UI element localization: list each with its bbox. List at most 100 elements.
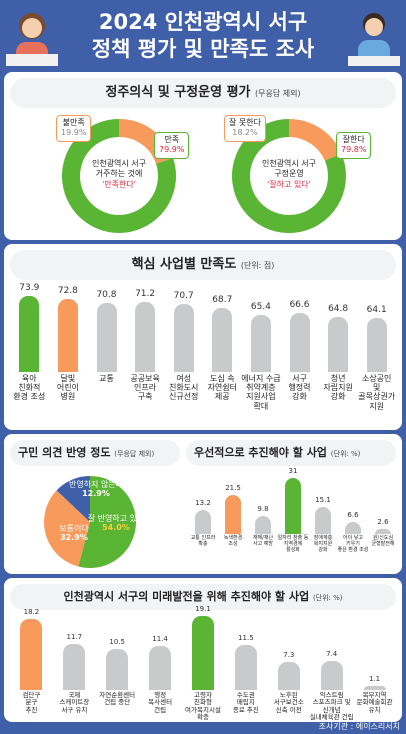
future-projects-bar	[192, 615, 214, 690]
donut2-center-line1: 인천광역시 서구	[261, 159, 317, 168]
priority-projects-value-label: 21.5	[225, 484, 241, 493]
priority-projects-bar	[225, 495, 241, 534]
source-credit: 조사기관 : 에이스리서치	[318, 722, 400, 731]
section-future-panel: 인천광역시 서구의 미래발전을 위해 추진해야 할 사업 (단위: %) 18.…	[4, 578, 402, 722]
core-projects-category-label: 여성 친화도시 신규선정	[168, 374, 199, 402]
donut2-poor-value: 18.2%	[232, 128, 258, 138]
core-projects-value-label: 65.4	[250, 302, 271, 313]
future-projects-value-label: 18.2	[23, 608, 40, 617]
donut1-callout-satisfied: 만족 79.9%	[154, 132, 190, 159]
section-opinion-header: 구민 의견 반영 정도 (무응답 제외)	[10, 440, 180, 466]
opinion-pie-label: 반영하지 않는다 12.9%	[66, 480, 126, 498]
donut2-center-line2: 구정운영	[274, 169, 304, 179]
opinion-slice-neutral	[44, 490, 90, 567]
priority-projects-category-label: 장애계층 복지지원 강화	[313, 535, 333, 553]
donut1-center-line3: '만족한다'	[102, 179, 136, 189]
opinion-pie-label: 보통이다 32.9%	[44, 524, 104, 542]
core-projects-bar	[250, 315, 271, 372]
donut1-center-line2: 거주하는 것에	[95, 169, 143, 179]
future-projects-bar	[20, 619, 43, 690]
donut1-callout-dissatisfied: 불만족 19.9%	[56, 115, 92, 142]
future-projects-value-label: 11.5	[238, 634, 254, 643]
future-projects-bar	[149, 645, 172, 690]
priority-projects-value-label: 13.2	[195, 499, 211, 508]
core-projects-value-label: 68.7	[212, 295, 233, 306]
section-residence-header: 정주의식 및 구정운영 평가 (무응답 제외)	[10, 78, 396, 108]
future-projects-bar	[363, 685, 386, 690]
section-core-projects-title: 핵심 사업별 만족도	[131, 257, 237, 272]
future-projects-bar	[277, 661, 300, 690]
donut2-slice-poor	[288, 119, 342, 162]
core-projects-category-label: 소상공인 및 골목상권가 지원	[358, 374, 396, 411]
core-projects-bar	[366, 318, 387, 372]
section-priority-note: (단위: %)	[330, 450, 361, 458]
donut1-center-line1: 인천광역시 서구	[91, 159, 147, 168]
section-core-projects-panel: 핵심 사업별 만족도 (단위: 점) 73.9 육아 친화적 환경 조성 72.8 달…	[4, 244, 402, 430]
priority-projects-value-label: 6.6	[347, 511, 359, 520]
core-projects-category-label: 공공보육 인프라 구축	[130, 374, 160, 402]
priority-projects-value-label: 31	[288, 466, 298, 475]
donut1-satisfied-label: 만족	[164, 135, 180, 144]
core-projects-category-label: 교통	[99, 374, 114, 383]
future-projects-category-label: 복부지역 문화예술회관 유치	[356, 691, 393, 714]
core-projects-value-label: 66.6	[289, 299, 310, 310]
section-priority-title: 우선적으로 추진해야 할 사업	[194, 446, 327, 459]
opinion-pie-label-value: 54.0%	[102, 523, 130, 533]
core-projects-bar	[212, 308, 233, 372]
donut2-center-line3: '잘하고 있다'	[267, 179, 311, 189]
priority-projects-value-label: 15.1	[315, 495, 331, 504]
priority-projects-bar	[315, 506, 331, 534]
future-projects-value-label: 11.4	[152, 634, 168, 643]
section-opinion-title: 구민 의견 반영 정도	[18, 446, 111, 459]
page-title-line1: 2024 인천광역시 서구	[98, 10, 308, 34]
core-projects-category-label: 육아 친화적 환경 조성	[13, 374, 46, 402]
section-opinion-priority-panel: 구민 의견 반영 정도 (무응답 제외) 잘 반영하고 있다 54.0% 보통이다 3…	[4, 434, 402, 574]
core-projects-bar	[135, 302, 156, 372]
section-opinion-note: (무응답 제외)	[114, 450, 155, 458]
priority-projects-value-label: 9.8	[257, 505, 269, 514]
future-projects-category-label: 국제 스케이트장 서구 유치	[59, 691, 90, 714]
header: 2024 인천광역시 서구 정책 평가 및 만족도 조사	[0, 0, 406, 72]
page-title-line2: 정책 평가 및 만족도 조사	[91, 37, 315, 61]
priority-projects-value-label: 2.6	[377, 518, 389, 527]
donut2-callout-good: 잘한다 79.8%	[336, 132, 372, 159]
opinion-pie-label-value: 32.9%	[60, 533, 88, 543]
donut1-dissatisfied-label: 불만족	[62, 118, 85, 127]
core-projects-bar	[173, 303, 194, 372]
future-projects-category-label: 노후된 서구보건소 신축 이전	[273, 691, 304, 714]
future-projects-category-label: 익스트림 스포츠파크 및 신개념 실내체육관 건립	[309, 691, 354, 722]
donut2-callout-poor: 잘 못한다 18.2%	[224, 115, 266, 142]
future-projects-value-label: 11.7	[66, 633, 83, 642]
opinion-slice-reflects	[78, 476, 136, 568]
donut1-dissatisfied-value: 19.9%	[61, 128, 87, 138]
core-projects-category-label: 청년 자립지원 강화	[323, 374, 353, 402]
future-projects-category-label: 행정 복사센터 건립	[148, 691, 173, 714]
core-projects-value-label: 64.1	[366, 305, 387, 316]
donut1-satisfied-value: 79.9%	[159, 145, 185, 155]
section-future-note: (단위: %)	[312, 594, 343, 602]
opinion-pie-label-value: 12.9%	[82, 489, 110, 499]
donut2-poor-label: 잘 못한다	[229, 118, 261, 127]
woman-illustration-icon	[6, 13, 58, 66]
priority-projects-bar	[255, 516, 271, 534]
donut2-good-label: 잘한다	[342, 135, 365, 144]
opinion-pie-label-text: 반영하지 않는다	[68, 480, 124, 489]
core-projects-bar	[57, 298, 78, 372]
future-projects-bar	[106, 649, 129, 690]
future-projects-bar	[63, 644, 86, 690]
section-core-projects-header: 핵심 사업별 만족도 (단위: 점)	[10, 250, 396, 280]
future-projects-value-label: 1.1	[368, 674, 381, 683]
donut1-center-text: 인천광역시 서구 거주하는 것에 '만족한다'	[59, 159, 179, 190]
section-residence-panel: 정주의식 및 구정운영 평가 (무응답 제외) 인천광역시 서구 거주하는 것에…	[4, 72, 402, 240]
opinion-reflection-pie	[44, 476, 136, 568]
future-projects-category-label: 수도권 매립지 종료 추진	[232, 691, 259, 714]
priority-projects-category-label: 재해/재난 사고 예방	[252, 535, 274, 547]
future-projects-bar	[320, 661, 343, 690]
future-projects-category-label: 자연순환센터 건립 중단	[99, 691, 136, 707]
future-projects-bar	[234, 645, 257, 690]
core-projects-bar	[19, 296, 40, 372]
future-projects-value-label: 10.5	[109, 638, 125, 647]
section-residence-note: (무응답 제외)	[255, 89, 301, 98]
donut2-good-value: 79.8%	[341, 145, 367, 155]
core-projects-category-label: 에너지 수급 취약계층 지원사업 확대	[241, 374, 281, 411]
